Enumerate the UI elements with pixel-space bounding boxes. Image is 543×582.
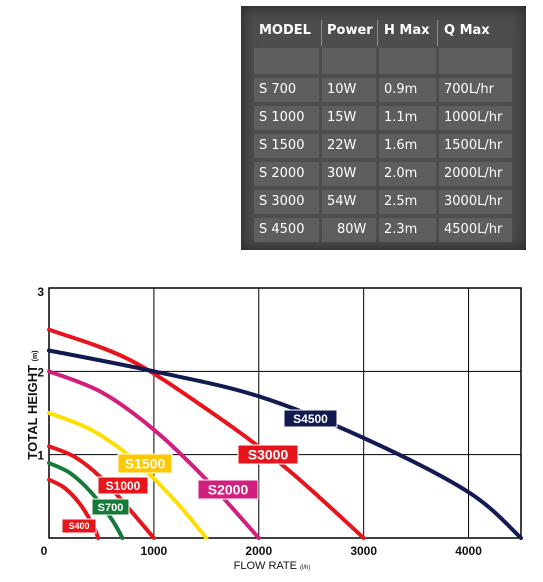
- table-cell: 30W: [327, 166, 357, 181]
- series-label-text: S1500: [125, 456, 166, 472]
- series-label-text: S700: [98, 502, 124, 514]
- y-tick-label: 1: [37, 449, 44, 463]
- table-cell-box: [322, 218, 376, 242]
- table-cell: 700L/hr: [444, 82, 495, 97]
- series-line-s700: [47, 461, 125, 540]
- table-header-cell: H Max: [384, 23, 430, 38]
- series-label-box: [91, 498, 130, 516]
- table-column-divider: [377, 20, 378, 46]
- y-tick-label: 2: [37, 365, 44, 379]
- table-cell-box: [254, 78, 319, 102]
- table-cell-box: [439, 78, 512, 102]
- series-label-box: [117, 453, 173, 474]
- y-axis-label: TOTAL HEIGHT (m): [25, 350, 40, 459]
- spec-table: MODEL Power H Max Q Max S 700 10W 0.9m 700L/hr S…: [241, 6, 526, 250]
- table-cell: 2.5m: [384, 194, 418, 209]
- table-header-cell: MODEL: [259, 23, 311, 38]
- table-cell-box: [254, 190, 319, 214]
- table-cell-box: [254, 218, 319, 242]
- table-cell: S 1000: [259, 110, 305, 125]
- table-empty-cell: [254, 48, 319, 74]
- series-label-s1500: S1500: [117, 453, 173, 474]
- table-cell-box: [379, 134, 436, 158]
- series-label-s4500: S4500: [283, 409, 338, 428]
- table-cell: 1500L/hr: [444, 138, 503, 153]
- series-label-box: [61, 518, 97, 534]
- chart-ticks: 0 1000 2000 3000 4000 1 2 3: [37, 285, 482, 558]
- table-empty-cell: [379, 48, 436, 74]
- table-cell-box: [379, 106, 436, 130]
- table-cell-box: [439, 106, 512, 130]
- table-empty-cell: [439, 48, 512, 74]
- series-label-s1000: S1000: [97, 476, 149, 495]
- x-tick-label: 1000: [141, 544, 168, 558]
- y-tick-label: 3: [37, 285, 44, 299]
- table-cell-box: [439, 134, 512, 158]
- table-cell: 80W: [337, 222, 367, 237]
- table-cell-box: [379, 162, 436, 186]
- table-cell: S 1500: [259, 138, 305, 153]
- table-cell-box: [254, 162, 319, 186]
- table-cell: 2.0m: [384, 166, 418, 181]
- table-cell-box: [254, 134, 319, 158]
- table-cell: 2000L/hr: [444, 166, 503, 181]
- table-column-divider: [321, 20, 322, 46]
- table-cell-box: [379, 78, 436, 102]
- table-cell: 0.9m: [384, 82, 418, 97]
- series-line-s3000: [47, 327, 366, 540]
- table-header-cell: Q Max: [444, 23, 490, 38]
- x-tick-label: 0: [41, 544, 48, 558]
- table-header-cell: Power: [327, 23, 373, 38]
- table-cell: 1.6m: [384, 138, 418, 153]
- series-label-box: [97, 476, 149, 495]
- series-label-s700: S700: [91, 498, 130, 516]
- table-column-divider: [437, 20, 438, 46]
- table-cell-box: [439, 218, 512, 242]
- table-cell: 4500L/hr: [444, 222, 503, 237]
- x-tick-label: 2000: [245, 544, 272, 558]
- series-label-s2000: S2000: [197, 479, 259, 500]
- table-cell-box: [322, 134, 376, 158]
- table-cell: 2.3m: [384, 222, 418, 237]
- table-cell: 54W: [327, 194, 357, 209]
- table-cell: S 4500: [259, 222, 305, 237]
- table-cell-box: [322, 190, 376, 214]
- series-label-box: [237, 444, 299, 465]
- table-cell: S 2000: [259, 166, 305, 181]
- x-tick-label: 4000: [455, 544, 482, 558]
- table-cell: 1000L/hr: [444, 110, 503, 125]
- table-cell: 22W: [327, 138, 357, 153]
- table-cell-box: [379, 218, 436, 242]
- table-cell-box: [322, 162, 376, 186]
- series-label-text: S1000: [106, 479, 141, 493]
- table-cell-box: [322, 78, 376, 102]
- table-cell-box: [439, 190, 512, 214]
- series-label-s3000: S3000: [237, 444, 299, 465]
- series-label-s400: S400: [61, 518, 97, 534]
- flow-rate-chart: S400 S700 S1000 S1500 S2000 S3000 S4500 0 1000 2…: [25, 285, 523, 572]
- series-label-box: [283, 409, 338, 428]
- series-label-text: S4500: [293, 412, 328, 426]
- table-cell-box: [379, 190, 436, 214]
- x-tick-label: 3000: [350, 544, 377, 558]
- series-label-text: S3000: [248, 447, 289, 463]
- table-cell-box: [322, 106, 376, 130]
- table-cell: 1.1m: [384, 110, 418, 125]
- x-axis-label: FLOW RATE (l/h): [234, 560, 311, 572]
- table-cell: S 3000: [259, 194, 305, 209]
- series-label-box: [197, 479, 259, 500]
- series-label-text: S2000: [208, 482, 249, 498]
- table-cell: 15W: [327, 110, 357, 125]
- chart-curve-labels: S400 S700 S1000 S1500 S2000 S3000 S4500: [61, 409, 338, 534]
- table-cell: S 700: [259, 82, 297, 97]
- table-empty-cell: [322, 48, 376, 74]
- table-cell-box: [254, 106, 319, 130]
- table-cell-box: [439, 162, 512, 186]
- table-cell: 10W: [327, 82, 357, 97]
- table-cell: 3000L/hr: [444, 194, 503, 209]
- series-label-text: S400: [68, 521, 89, 531]
